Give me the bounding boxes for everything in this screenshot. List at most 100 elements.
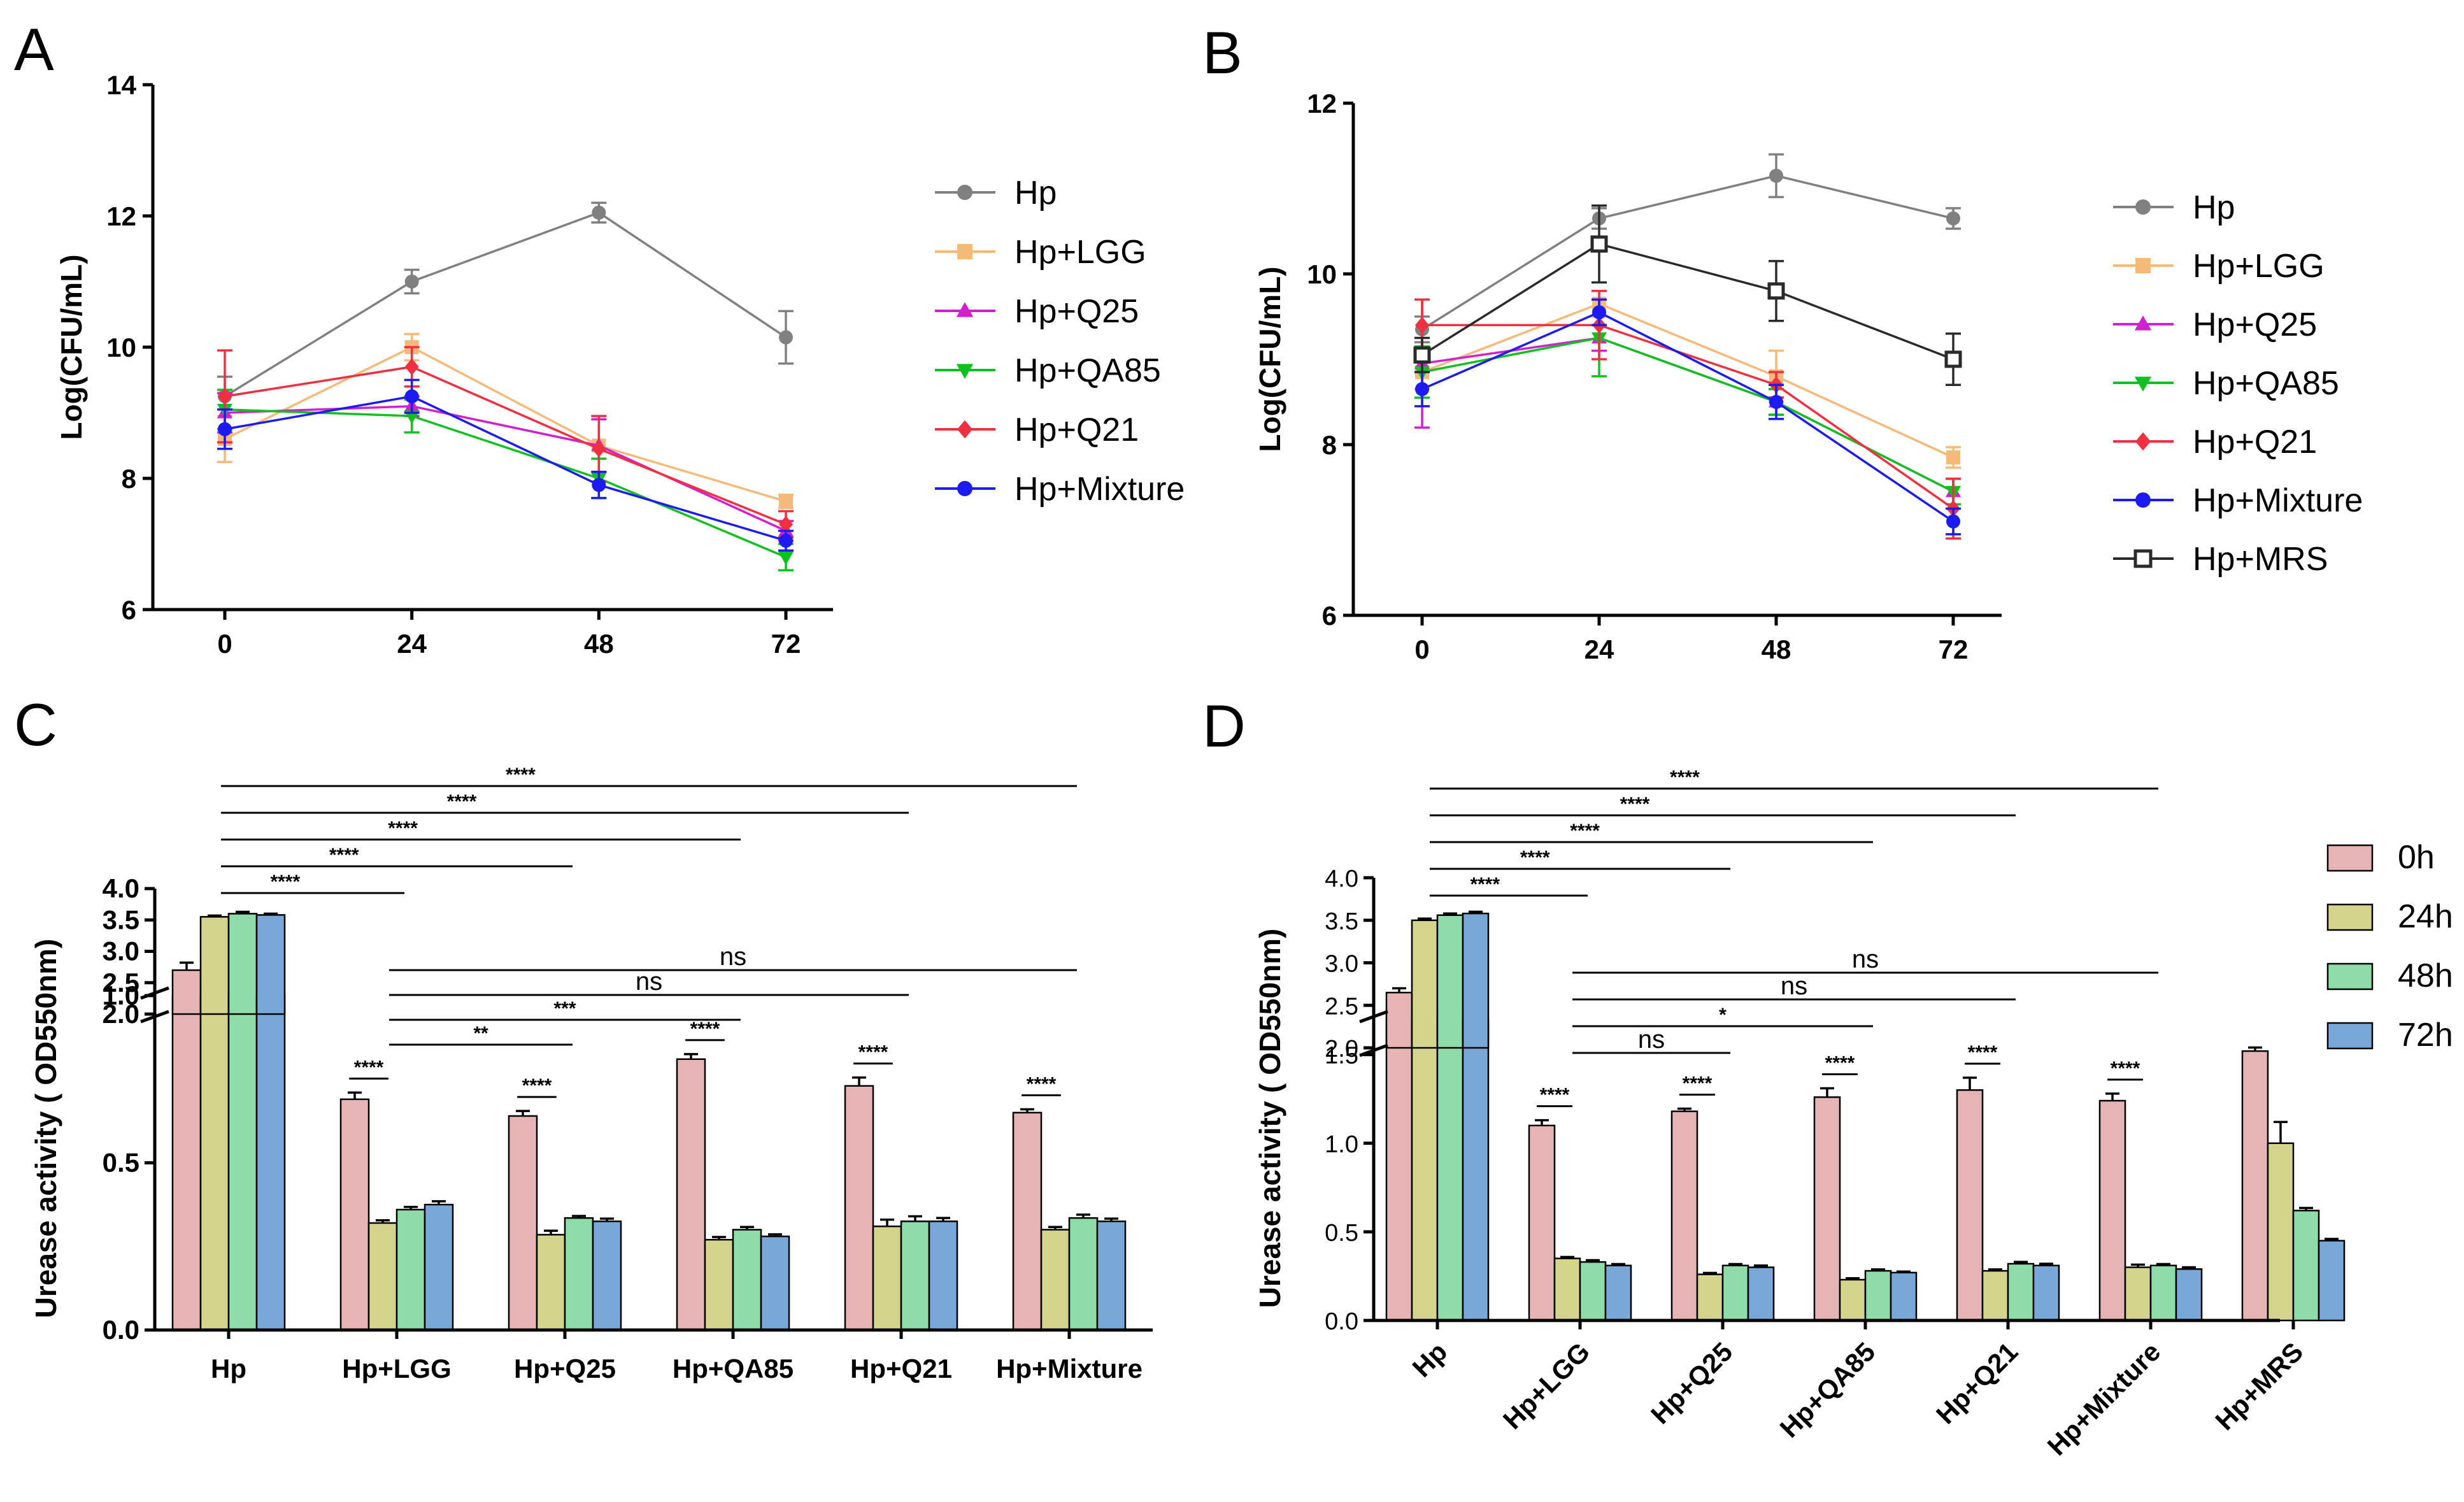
x-tick-label: Hp+QA85 — [1774, 1336, 1881, 1443]
legend-item-hp-q21: Hp+Q21 — [2113, 424, 2317, 461]
x-tick-label: 0 — [1414, 634, 1429, 664]
y-axis-title: Log(CFU/mL) — [1253, 266, 1286, 452]
comparison-label: **** — [1670, 767, 1700, 788]
legend-label: Hp+MRS — [2193, 541, 2328, 578]
data-point — [404, 275, 419, 289]
bar — [704, 1239, 734, 1331]
bar — [255, 914, 286, 1015]
within-group-label: **** — [1027, 1074, 1057, 1095]
x-tick-label: Hp+Q25 — [1645, 1336, 1738, 1429]
bar — [1579, 1261, 1607, 1322]
comparison-label: ** — [473, 1023, 488, 1044]
x-tick-label: 72 — [771, 629, 801, 659]
series-hp-q21 — [217, 346, 794, 539]
legend-label: 0h — [2398, 839, 2435, 876]
bar — [1981, 1270, 2009, 1322]
legend-marker — [2135, 492, 2151, 508]
comparison-label: ns — [1638, 1026, 1665, 1054]
bar-group-hp — [1385, 910, 1490, 1322]
legend-item-hp-lgg: Hp+LGG — [935, 234, 1146, 271]
panel-c: C 0.0 0.5 1.02.02.53.03.54.0 Hp Hp+LGG Hp+Q25… — [14, 691, 1153, 1384]
series-line — [1421, 243, 1954, 361]
data-point — [779, 494, 793, 509]
bar-group-hp-mixture — [1012, 1108, 1127, 1331]
significance-annotations: **** **** **** **** **** ns * ns ns **** **** **** *… — [1430, 767, 2158, 1108]
bar — [424, 1203, 454, 1331]
y-tick-label: 6 — [1322, 601, 1337, 631]
y-tick-label: 0.0 — [103, 1315, 139, 1345]
legend-marker — [2135, 199, 2151, 215]
y-tick-label: 3.0 — [1325, 951, 1358, 978]
x-tick-label: Hp+LGG — [1497, 1336, 1596, 1435]
y-tick-label: 3.0 — [103, 936, 139, 966]
panel-letter-d: D — [1202, 692, 1246, 759]
legend-item-hp-qa85: Hp+QA85 — [2113, 365, 2339, 402]
y-tick-label: 4.0 — [103, 873, 139, 903]
legend: Hp Hp+LGG Hp+Q25 Hp+QA85 Hp+Q21 Hp+Mixture Hp+… — [2113, 189, 2363, 578]
y-tick-label: 3.5 — [1325, 908, 1358, 935]
legend-item-hp-q25: Hp+Q25 — [2113, 306, 2317, 343]
x-tick-label: Hp+Q21 — [1930, 1336, 2023, 1429]
data-point — [779, 533, 793, 548]
series-line — [224, 211, 787, 397]
bar — [2032, 1264, 2060, 1322]
within-group-label: **** — [1540, 1085, 1570, 1106]
legend-label: Hp+QA85 — [1015, 352, 1161, 389]
legend-item-48h: 48h — [2326, 957, 2453, 994]
panel-d: D 0.0 0.5 1.0 1.52.0 2.5 3.0 3.5 4.0 Hp Hp+LGG Hp+… — [1202, 692, 2453, 1461]
series-hp-lgg — [1414, 290, 1961, 469]
bar — [1012, 1112, 1043, 1331]
legend-label: Hp+LGG — [1015, 234, 1146, 271]
bar — [1411, 1018, 1439, 1322]
bar — [395, 1208, 426, 1331]
legend-marker — [2134, 376, 2152, 392]
legend-item-hp-mrs: Hp+MRS — [2113, 541, 2328, 578]
comparison-label: **** — [506, 764, 536, 785]
bar — [227, 913, 258, 1015]
series-hp-mixture — [1414, 298, 1961, 536]
y-tick-label: 1.0 — [1325, 1131, 1358, 1158]
comparison-label: **** — [1570, 820, 1600, 841]
legend-marker — [2134, 315, 2152, 331]
legend-label: Hp — [1015, 175, 1057, 211]
bar — [1747, 1266, 1775, 1322]
x-tick-label: 48 — [1762, 634, 1791, 664]
y-tick-label: 10 — [1307, 259, 1337, 289]
bar-group-hp-qa85 — [1813, 1087, 1918, 1322]
series-line — [1421, 175, 1954, 331]
legend-item-hp-lgg: Hp+LGG — [2113, 248, 2325, 285]
x-tick-label: Hp+LGG — [342, 1354, 452, 1384]
data-point — [1946, 514, 1960, 529]
legend-item-hp-mixture: Hp+Mixture — [935, 471, 1185, 508]
data-point — [404, 358, 419, 376]
y-tick-label: 8 — [122, 464, 136, 494]
series-hp-lgg — [217, 333, 794, 510]
legend-label: 48h — [2398, 957, 2453, 994]
series-hp-mixture — [217, 378, 794, 552]
comparison-label: **** — [1470, 874, 1500, 895]
within-group-label: **** — [1968, 1042, 1998, 1063]
bar — [1721, 1264, 1749, 1322]
y-tick-label: 0.5 — [103, 1148, 139, 1178]
bar — [900, 1220, 930, 1331]
series-line — [224, 404, 787, 532]
legend-marker — [957, 481, 972, 496]
bar-group-hp-lgg — [339, 1091, 454, 1331]
legend-item-0h: 0h — [2326, 839, 2435, 876]
y-tick-label: 8 — [1322, 430, 1337, 460]
legend-marker — [957, 244, 972, 259]
data-point — [1944, 350, 1962, 368]
legend: 0h 24h 48h 72h — [2326, 839, 2453, 1054]
bar — [1956, 1089, 1984, 1322]
bar-group-hp-q21 — [844, 1076, 958, 1331]
legend-marker — [2135, 432, 2151, 451]
x-tick-label: 72 — [1939, 634, 1969, 664]
data-point — [1769, 168, 1783, 183]
bar — [199, 916, 230, 1015]
bar — [732, 1229, 762, 1331]
bar — [171, 994, 202, 1331]
legend-marker — [956, 302, 974, 317]
legend-label: Hp — [2193, 189, 2235, 226]
bar — [1436, 914, 1464, 1049]
